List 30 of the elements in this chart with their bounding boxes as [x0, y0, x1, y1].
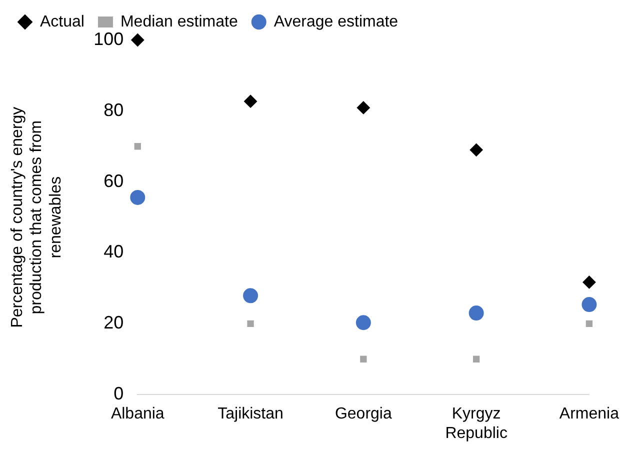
x-tick-label: Georgia	[334, 406, 392, 423]
point	[356, 101, 370, 114]
x-tick-label: Armenia	[559, 406, 620, 423]
y-tick-label: 40	[104, 242, 124, 262]
point	[356, 315, 371, 330]
point	[244, 94, 258, 108]
legend-label: Median estimate	[120, 13, 238, 30]
point	[360, 356, 367, 362]
point	[582, 276, 596, 289]
y-tick-label: 60	[104, 170, 124, 191]
x-tick-label: Tajikistan	[218, 406, 284, 423]
y-tick-label: 20	[104, 312, 124, 333]
x-tick-label: Kyrgyz Republic	[445, 406, 508, 442]
point	[586, 320, 593, 328]
y-axis-title: Percentage of country's energy production that comes from renewables	[9, 106, 64, 328]
x-tick-label: Albania	[110, 406, 164, 423]
point	[472, 356, 480, 362]
point	[582, 297, 597, 312]
point	[131, 34, 144, 46]
point	[130, 190, 146, 205]
y-tick-label: 0	[114, 384, 124, 404]
point	[470, 143, 483, 156]
point	[468, 306, 484, 321]
legend-label: Average estimate	[274, 13, 398, 30]
y-tick-label: 80	[104, 100, 124, 120]
point	[243, 288, 258, 304]
legend-label: Actual	[40, 13, 84, 30]
point	[134, 143, 141, 150]
y-tick-label: 100	[94, 28, 124, 49]
point	[247, 320, 254, 328]
